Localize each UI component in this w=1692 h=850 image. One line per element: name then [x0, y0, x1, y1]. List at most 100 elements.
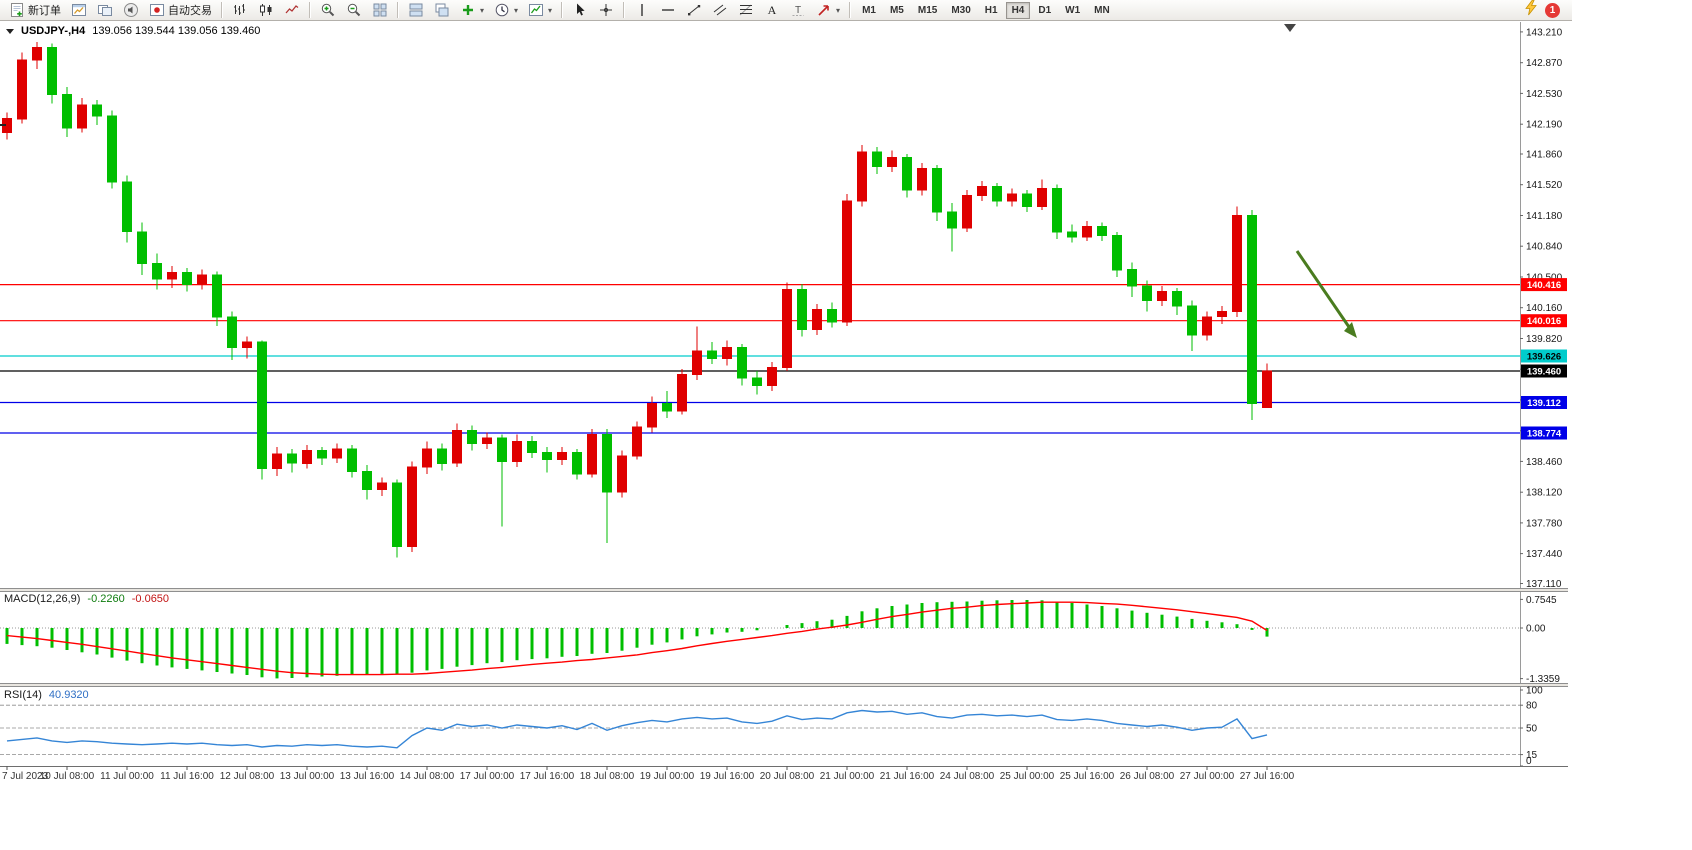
bar-chart-button[interactable]: [228, 1, 252, 20]
alerts-button[interactable]: [119, 1, 143, 20]
zoomin-icon: [320, 2, 336, 18]
macd-axis-label: 0.7545: [1526, 595, 1557, 606]
candle: [872, 146, 882, 174]
trend-arrow-annotation[interactable]: [1295, 250, 1351, 328]
rsi-value: 40.9320: [48, 689, 89, 701]
new-order-button[interactable]: 新订单: [5, 1, 65, 20]
price-level-badge: 138.774: [1521, 426, 1567, 440]
candle-body: [422, 448, 432, 468]
templates-button[interactable]: ▾: [524, 1, 556, 20]
zoomout-icon: [346, 2, 362, 18]
arrange-windows-button[interactable]: [404, 1, 428, 20]
candle: [707, 342, 717, 364]
macd-axis-label: 0.00: [1526, 624, 1546, 635]
candle: [1112, 231, 1122, 277]
panel-divider[interactable]: [0, 683, 1568, 687]
indicators-button[interactable]: ▾: [456, 1, 488, 20]
chart-plot-area[interactable]: [0, 22, 1520, 588]
zoom-in-button[interactable]: [316, 1, 340, 20]
candle: [1247, 210, 1257, 420]
new-order-button-label: 新订单: [28, 5, 61, 17]
profiles-button[interactable]: [93, 1, 117, 20]
candle-body: [527, 441, 537, 453]
timeframe-mn-button[interactable]: MN: [1088, 2, 1116, 19]
new-chart-button[interactable]: [67, 1, 91, 20]
toolbar-separator: [221, 2, 223, 18]
timeframe-d1-button[interactable]: D1: [1032, 2, 1057, 19]
candle-body: [1022, 193, 1032, 208]
timeframe-w1-button[interactable]: W1: [1059, 2, 1086, 19]
cascade-windows-button[interactable]: [430, 1, 454, 20]
candle-body: [197, 274, 207, 285]
line-chart-button[interactable]: [280, 1, 304, 20]
zoom-out-button[interactable]: [342, 1, 366, 20]
candle-body: [1052, 187, 1062, 233]
price-axis-label: 143.210: [1526, 27, 1563, 38]
timeframe-h1-button[interactable]: H1: [979, 2, 1004, 19]
vertical-line-button[interactable]: [630, 1, 654, 20]
candle: [1097, 222, 1107, 241]
periods-button[interactable]: ▾: [490, 1, 522, 20]
chart-shift-marker: [1284, 24, 1296, 32]
fibo-icon: [738, 2, 754, 18]
candle: [947, 202, 957, 252]
candle-body: [722, 347, 732, 359]
time-axis-label: 10 Jul 08:00: [40, 771, 95, 782]
candle-body: [602, 433, 612, 493]
autotrade-icon: [149, 2, 165, 18]
candle-body: [257, 341, 267, 470]
macd-indicator-label: MACD(12,26,9) -0.2260 -0.0650: [4, 593, 169, 605]
candle-body: [707, 350, 717, 359]
svg-text:A: A: [768, 3, 777, 17]
trendline-button[interactable]: [682, 1, 706, 20]
tile-windows-button[interactable]: [368, 1, 392, 20]
price-axis-label: 138.120: [1526, 488, 1563, 499]
crosshair-button[interactable]: [594, 1, 618, 20]
candle-body: [1262, 370, 1272, 408]
price-axis-label: 138.460: [1526, 457, 1563, 468]
label-button[interactable]: T: [786, 1, 810, 20]
candle: [332, 443, 342, 464]
price-badge-text: 139.460: [1527, 367, 1561, 378]
candle-body: [17, 59, 27, 120]
candle: [1217, 305, 1227, 324]
time-axis-label: 13 Jul 16:00: [340, 771, 395, 782]
candle-body: [737, 347, 747, 379]
price-badge-rect: [1521, 426, 1567, 440]
auto-trading-button[interactable]: 自动交易: [145, 1, 216, 20]
text-button[interactable]: A: [760, 1, 784, 20]
fibonacci-button[interactable]: [734, 1, 758, 20]
divider-band: [0, 683, 1568, 687]
candle-body: [437, 448, 447, 464]
rsi-panel: 100 80 50 150: [0, 686, 1543, 767]
notification-badge[interactable]: 1: [1545, 2, 1560, 18]
price-axis-area[interactable]: [1520, 22, 1568, 766]
time-axis-area[interactable]: [0, 768, 1568, 786]
candle-body: [827, 309, 837, 323]
candle-body: [812, 309, 822, 330]
time-axis-label: 27 Jul 16:00: [1240, 771, 1295, 782]
timeframe-h4-button[interactable]: H4: [1005, 1, 1031, 19]
price-axis-label: 140.840: [1526, 242, 1563, 253]
timeframe-m15-button[interactable]: M15: [912, 2, 943, 19]
timeframe-m30-button[interactable]: M30: [945, 2, 976, 19]
timeframe-m5-button[interactable]: M5: [884, 2, 910, 19]
candle-body: [617, 455, 627, 493]
candle-body: [767, 366, 777, 386]
notification-count: 1: [1549, 4, 1556, 16]
one-click-trading-toggle-icon[interactable]: [6, 28, 14, 34]
candle: [1202, 311, 1212, 341]
channel-button[interactable]: [708, 1, 732, 20]
horizontal-line-button[interactable]: [656, 1, 680, 20]
candle: [917, 163, 927, 196]
arrange-icon: [408, 2, 424, 18]
timeframe-m1-button[interactable]: M1: [856, 2, 882, 19]
lightning-icon[interactable]: [1523, 0, 1539, 21]
candlestick-chart-button[interactable]: [254, 1, 278, 20]
arrows-button[interactable]: ▾: [812, 1, 844, 20]
cursor-button[interactable]: [568, 1, 592, 20]
candle-body: [497, 437, 507, 462]
panel-divider[interactable]: [0, 588, 1568, 592]
candle: [377, 477, 387, 496]
